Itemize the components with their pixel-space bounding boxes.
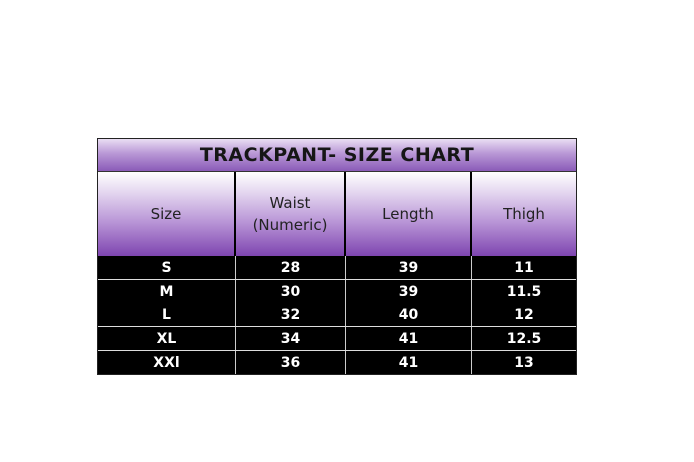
header-thigh: Thigh xyxy=(472,172,576,256)
cell-length: 40 xyxy=(346,303,472,326)
cell-waist: 32 xyxy=(236,303,346,326)
cell-thigh: 12.5 xyxy=(506,330,542,347)
cell-thigh: 12 xyxy=(514,306,534,323)
cell-waist: 28 xyxy=(236,256,346,279)
header-waist: Waist (Numeric) xyxy=(236,172,346,256)
cell-length: 41 xyxy=(346,327,472,350)
table-row: XXl 36 41 13 xyxy=(98,350,576,374)
cell-thigh: 11.5 xyxy=(506,283,542,300)
cell-waist: 34 xyxy=(236,327,346,350)
table-row: S 28 39 11 xyxy=(98,256,576,279)
cell-thigh: 11 xyxy=(514,259,534,276)
header-waist-line2: (Numeric) xyxy=(252,216,328,234)
size-chart-table: TRACKPANT- SIZE CHART Size Waist (Numeric… xyxy=(97,138,577,375)
table-title: TRACKPANT- SIZE CHART xyxy=(98,139,576,172)
cell-thigh: 13 xyxy=(514,354,534,371)
cell-size: XL xyxy=(98,327,236,350)
cell-length: 39 xyxy=(346,280,472,303)
cell-waist: 30 xyxy=(236,280,346,303)
header-size: Size xyxy=(98,172,236,256)
table-row: XL 34 41 12.5 xyxy=(98,326,576,350)
cell-length: 41 xyxy=(346,351,472,374)
header-row: Size Waist (Numeric) Length Thigh xyxy=(98,172,576,256)
header-length: Length xyxy=(346,172,472,256)
cell-size: XXl xyxy=(98,351,236,374)
cell-length: 39 xyxy=(346,256,472,279)
table-row: M 30 39 11.5 xyxy=(98,279,576,303)
cell-size: M xyxy=(98,280,236,303)
cell-waist: 36 xyxy=(236,351,346,374)
table-row: L 32 40 12 xyxy=(98,303,576,326)
cell-size: L xyxy=(98,303,236,326)
header-waist-line1: Waist xyxy=(269,194,311,212)
cell-size: S xyxy=(98,256,236,279)
